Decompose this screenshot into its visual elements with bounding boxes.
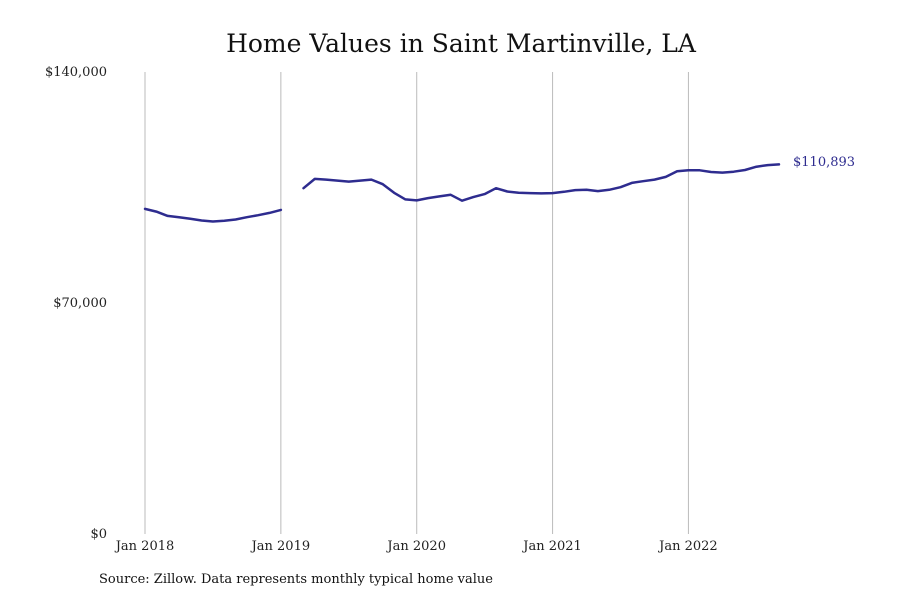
chart-title: Home Values in Saint Martinville, LA <box>226 29 697 58</box>
y-axis: $0 $70,000 $140,000 <box>45 65 107 542</box>
x-tick-label: Jan 2019 <box>250 539 311 554</box>
x-tick-label: Jan 2022 <box>657 539 718 554</box>
x-tick-label: Jan 2021 <box>521 539 582 554</box>
series-line <box>143 163 781 223</box>
x-axis: Jan 2018 Jan 2019 Jan 2020 Jan 2021 Jan 2022 <box>114 539 718 554</box>
grid-lines <box>144 72 689 534</box>
source-note: Source: Zillow. Data represents monthly … <box>99 572 493 587</box>
series-layer <box>143 163 781 223</box>
x-tick-label: Jan 2018 <box>114 539 175 554</box>
y-tick-label: $0 <box>90 527 107 542</box>
y-tick-label: $70,000 <box>53 296 107 311</box>
y-tick-label: $140,000 <box>45 65 107 80</box>
end-value-label: $110,893 <box>793 155 855 170</box>
x-tick-label: Jan 2020 <box>385 539 446 554</box>
